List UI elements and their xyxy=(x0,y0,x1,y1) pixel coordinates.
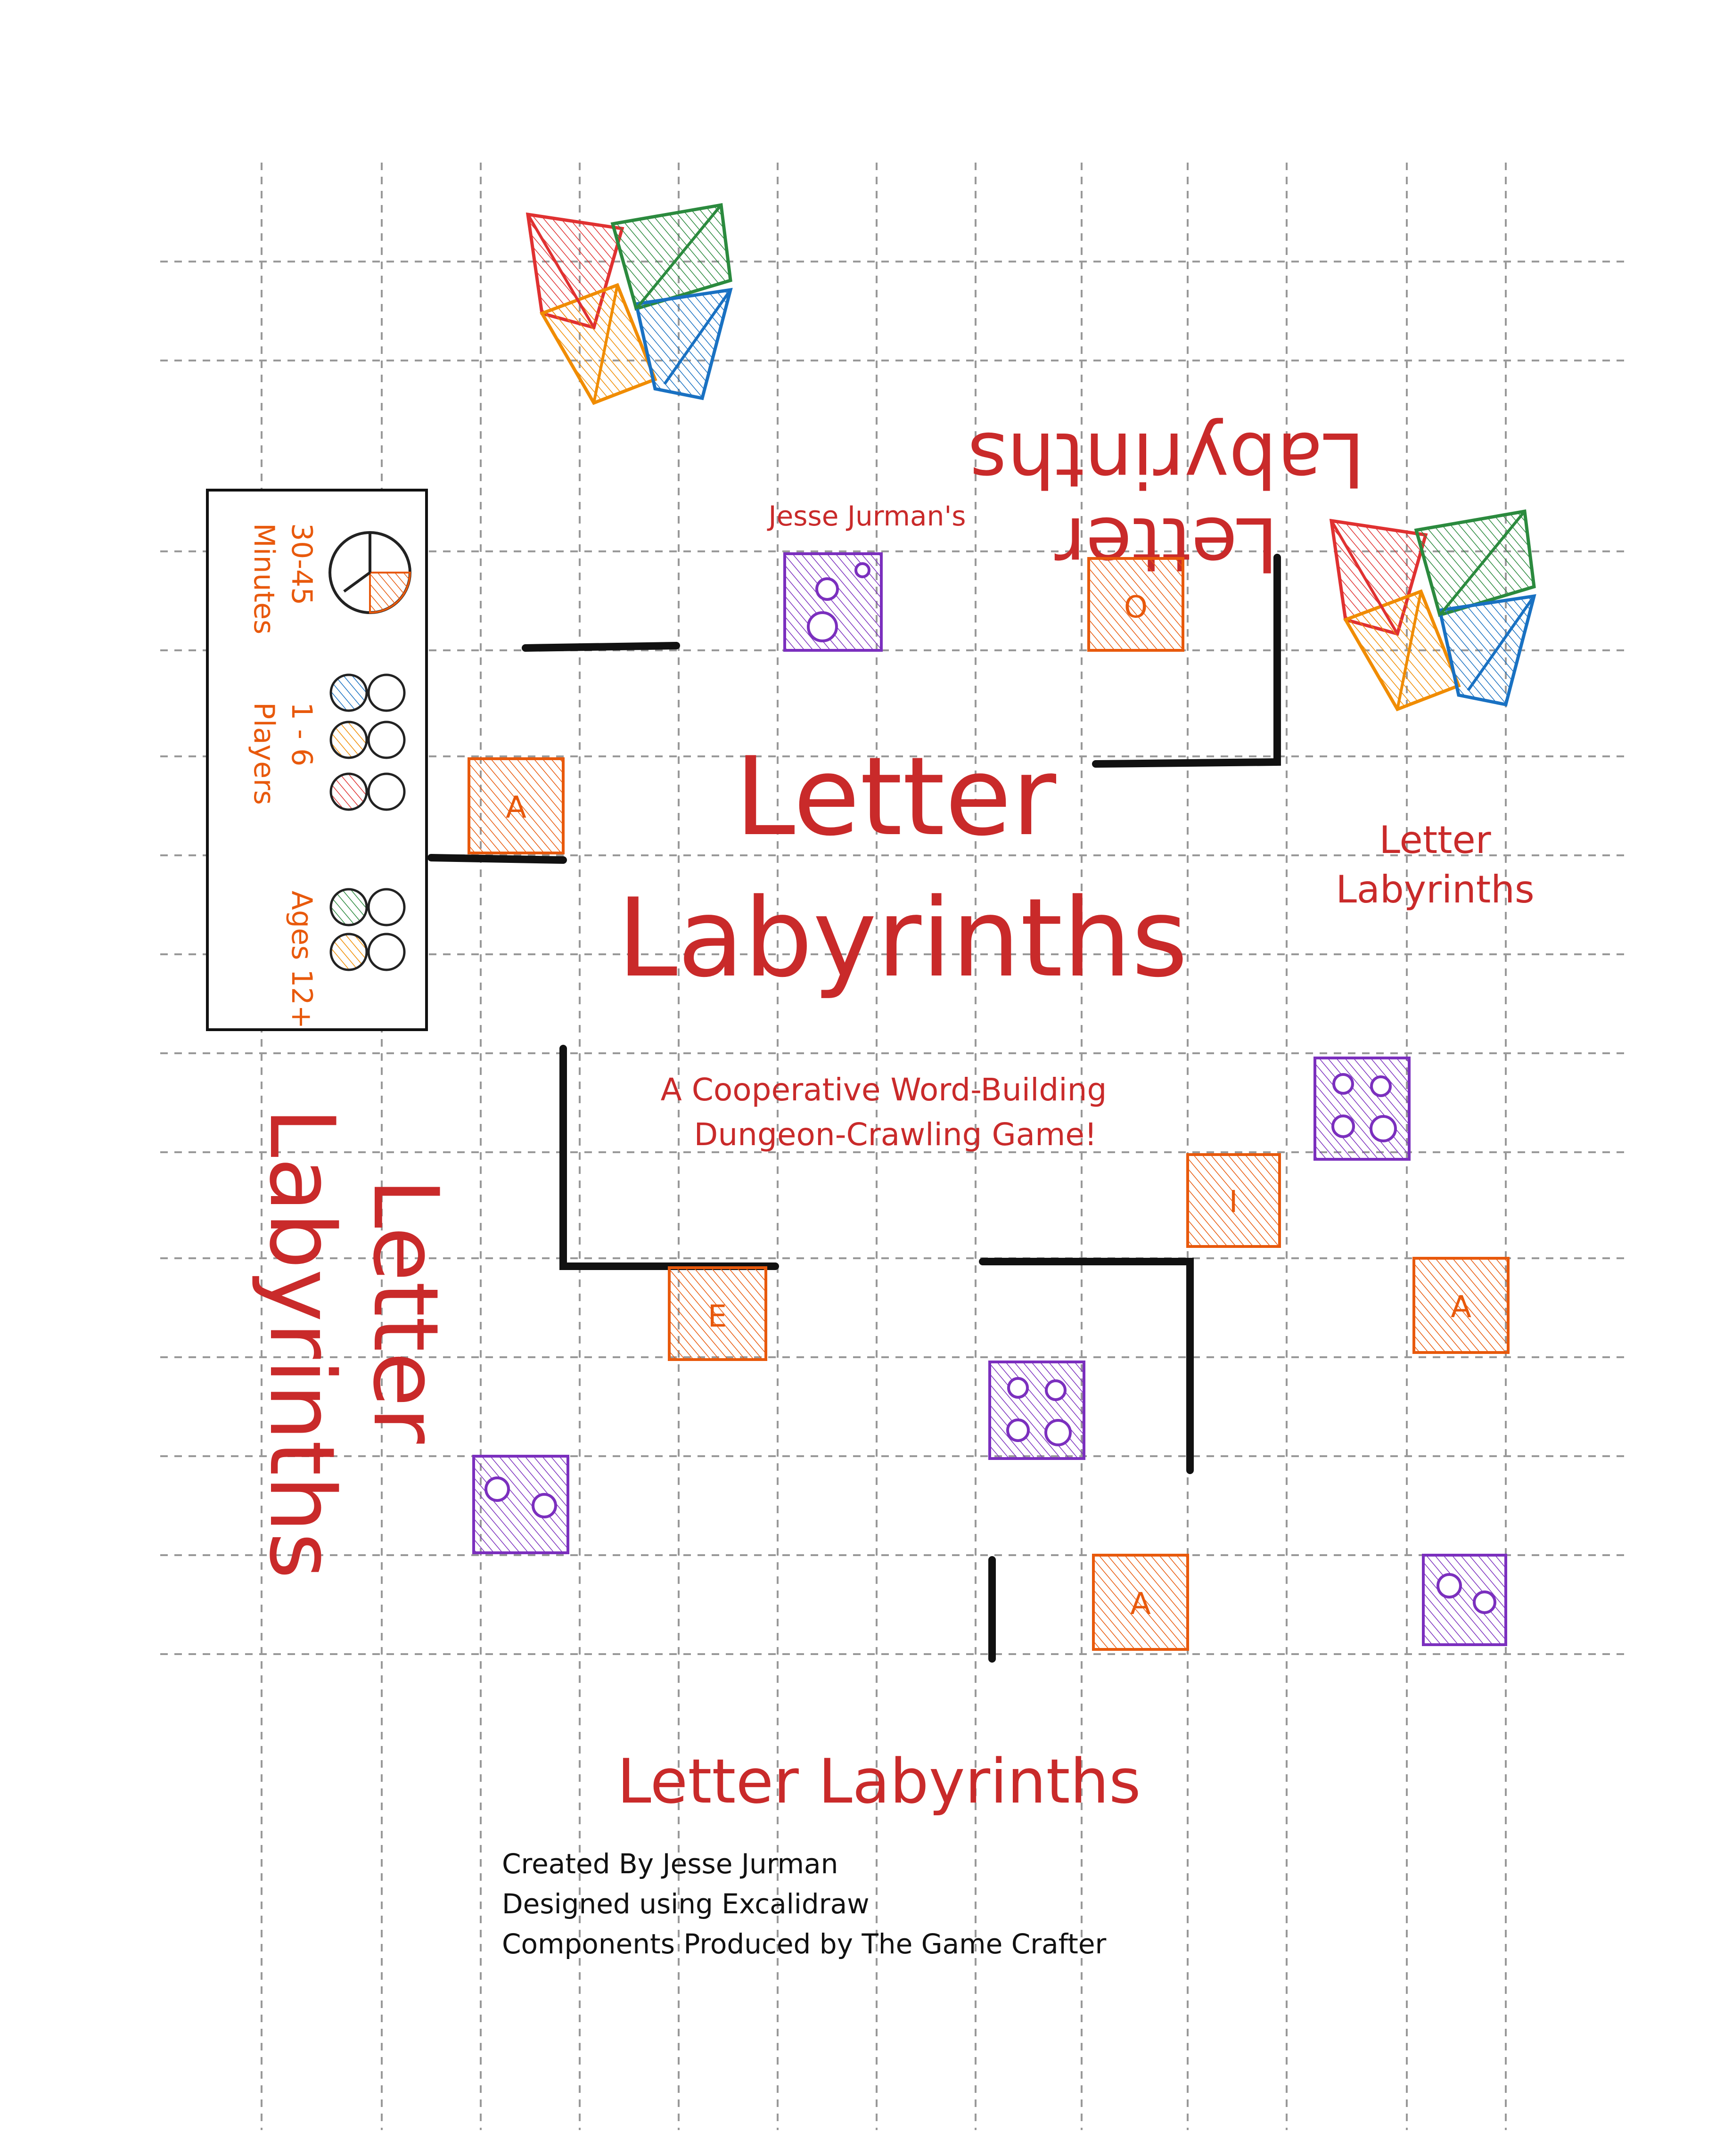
main-title-line2: Labyrinths xyxy=(617,876,1188,1001)
letter-tile-label: A xyxy=(506,790,526,825)
letter-tile-label: A xyxy=(1130,1587,1151,1622)
letter-tile-label: A xyxy=(1451,1290,1471,1325)
monster-tile xyxy=(783,552,883,652)
tagline-line1: A Cooperative Word-Building xyxy=(661,1072,1107,1108)
side-title-line1: Letter xyxy=(1379,818,1491,862)
crystal-logo-icon xyxy=(1331,511,1534,709)
main-title-line1: Letter xyxy=(735,734,1056,860)
monster-tile xyxy=(1422,1554,1507,1646)
letter-tile: A xyxy=(1092,1554,1189,1651)
players-unit: Players xyxy=(247,702,280,805)
spine-title-line2: Labyrinths xyxy=(250,1107,354,1579)
letter-tile: A xyxy=(468,757,565,854)
credit-line: Created By Jesse Jurman xyxy=(502,1848,838,1880)
players-icon xyxy=(329,673,406,811)
letter-tile: A xyxy=(1412,1257,1510,1354)
ages-value: Ages 12+ xyxy=(285,891,318,1029)
credit-line: Designed using Excalidraw xyxy=(502,1888,870,1920)
tagline-line2: Dungeon-Crawling Game! xyxy=(694,1116,1097,1153)
credit-line: Components Produced by The Game Crafter xyxy=(502,1928,1106,1960)
clock-icon xyxy=(328,531,411,614)
letter-tile: E xyxy=(668,1266,767,1361)
bottom-title: Letter Labyrinths xyxy=(617,1746,1141,1817)
crystal-logo-icon xyxy=(528,205,731,403)
letter-tile: I xyxy=(1186,1153,1281,1248)
spine-title-line1: Letter xyxy=(353,1178,458,1444)
letter-tiles: O A I E A A xyxy=(468,557,1510,1651)
side-title-line2: Labyrinths xyxy=(1336,868,1534,911)
letter-tile-label: O xyxy=(1124,590,1148,625)
monster-tiles xyxy=(472,552,1507,1646)
monster-tile xyxy=(472,1455,569,1554)
info-panel: 30-45 Minutes 1 - 6 Players Ages 12+ xyxy=(206,489,428,1031)
monster-tile xyxy=(1313,1057,1411,1161)
time-value: 30-45 xyxy=(285,523,318,605)
monster-tile xyxy=(988,1361,1085,1460)
time-unit: Minutes xyxy=(247,523,280,634)
letter-tile-label: I xyxy=(1229,1185,1238,1220)
credits: Created By Jesse Jurman Designed using E… xyxy=(502,1848,1106,1960)
inverted-title-line2: Labyrinths xyxy=(968,416,1365,504)
presenter-credit: Jesse Jurman's xyxy=(767,500,966,532)
players-value: 1 - 6 xyxy=(285,702,318,766)
letter-tile-label: E xyxy=(708,1299,727,1334)
letter-tile: O xyxy=(1087,557,1184,652)
spine-title: Letter Labyrinths xyxy=(250,1107,458,1579)
player-token-icon xyxy=(329,888,406,971)
